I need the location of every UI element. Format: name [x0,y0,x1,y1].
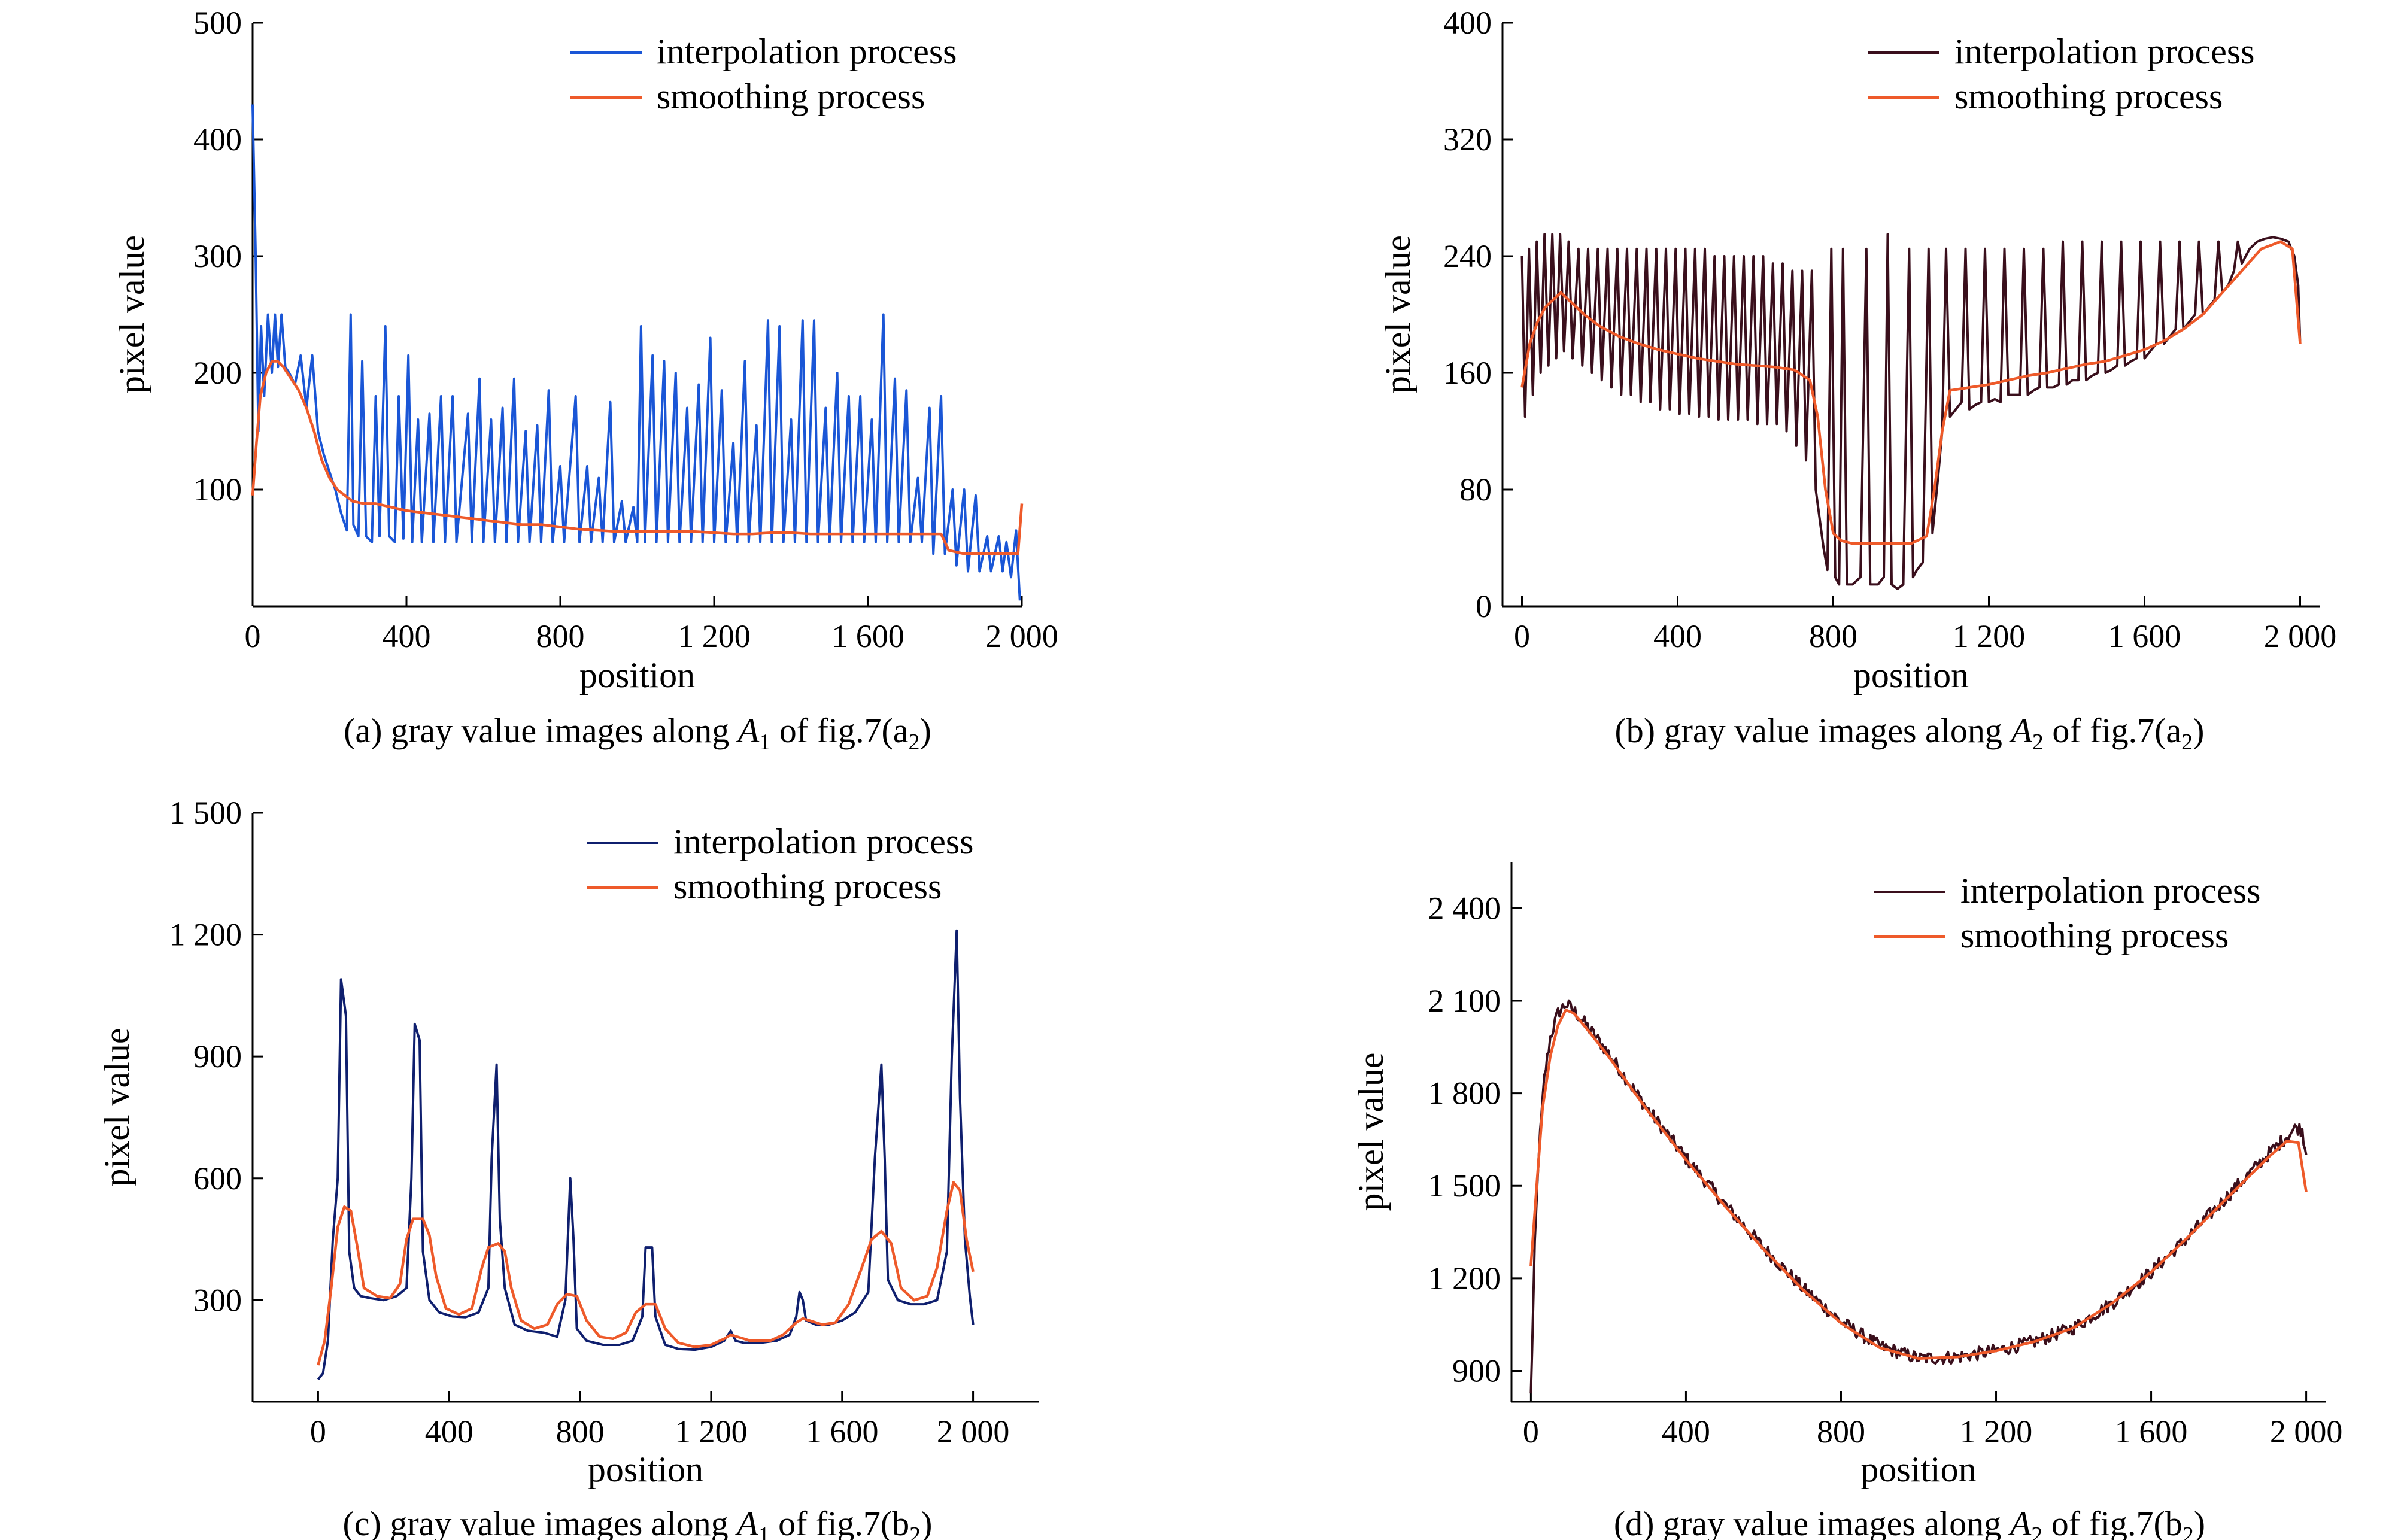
x-tick-label: 2 000 [2264,618,2337,654]
legend-label: smoothing process [1954,77,2223,116]
x-tick-label: 400 [1653,618,1702,654]
y-tick-label: 320 [1443,122,1492,157]
legend-label: interpolation process [673,822,974,861]
series-line-interpolation [1520,233,2302,590]
x-tick-label: 800 [556,1414,605,1450]
series-line-interpolation [317,929,975,1380]
panel-caption: (a) gray value images along A1 of fig.7(… [344,711,931,755]
y-tick-label: 400 [1443,5,1492,41]
y-tick-label: 240 [1443,238,1492,274]
y-tick-label: 900 [193,1038,242,1074]
x-tick-label: 0 [245,618,261,654]
x-axis-label: position [579,655,695,695]
x-tick-label: 800 [1809,618,1857,654]
series-line-smoothing [1529,1009,2308,1360]
y-tick-label: 1 500 [169,795,242,831]
x-axis-label: position [1853,655,1969,695]
y-tick-label: 80 [1459,472,1492,508]
x-tick-label: 0 [310,1414,326,1450]
x-tick-label: 1 200 [675,1414,748,1450]
y-tick-label: 900 [1452,1353,1501,1389]
legend-label: interpolation process [657,32,957,71]
x-tick-label: 1 200 [1953,618,2026,654]
x-tick-label: 400 [1662,1414,1710,1450]
panel-caption: (b) gray value images along A2 of fig.7(… [1614,711,2204,755]
y-tick-label: 2 100 [1428,983,1501,1019]
chart-panel-c: 0 400 800 1 200 1 600 2 000 300 600 900 1 200 1 50… [97,795,1039,1540]
x-tick-label: 2 000 [2270,1414,2343,1450]
x-tick-label: 1 200 [1960,1414,2033,1450]
x-tick-label: 0 [1514,618,1530,654]
x-tick-label: 1 600 [2108,618,2181,654]
y-tick-label: 160 [1443,355,1492,391]
y-tick-label: 300 [193,238,242,274]
legend-label: interpolation process [1960,871,2261,910]
panel-caption: (c) gray value images along A1 of fig.7(… [342,1504,932,1540]
chart-panel-a: 0 400 800 1 200 1 600 2 000 100 200 300 400 500 pos… [112,5,1058,755]
y-tick-label: 300 [193,1282,242,1318]
series-line-interpolation [1529,999,2308,1394]
y-tick-label: 600 [193,1161,242,1196]
y-tick-label: 100 [193,472,242,508]
legend-label: interpolation process [1954,32,2255,71]
legend-label: smoothing process [1960,916,2229,955]
legend-label: smoothing process [673,867,942,906]
y-tick-label: 0 [1476,588,1492,624]
series-line-interpolation [251,104,1021,601]
x-tick-label: 1 600 [831,618,904,654]
x-tick-label: 400 [425,1414,473,1450]
chart-panel-b: 0 400 800 1 200 1 600 2 000 0 80 160 240 320 400 pos… [1378,5,2336,755]
y-tick-label: 400 [193,122,242,157]
x-tick-label: 800 [536,618,585,654]
y-axis-label: pixel value [1351,1053,1391,1211]
y-axis-label: pixel value [97,1028,136,1187]
chart-panel-d: 0 400 800 1 200 1 600 2 000 900 1 200 1 500 1 800… [1351,862,2342,1540]
legend-label: smoothing process [657,77,925,116]
y-tick-label: 500 [193,5,242,41]
x-tick-label: 2 000 [937,1414,1010,1450]
x-tick-label: 1 200 [678,618,751,654]
x-tick-label: 0 [1523,1414,1539,1450]
y-tick-label: 200 [193,355,242,391]
y-tick-label: 2 400 [1428,890,1501,926]
x-tick-label: 2 000 [985,618,1058,654]
x-axis-label: position [588,1450,703,1489]
x-tick-label: 1 600 [806,1414,879,1450]
panel-caption: (d) gray value images along A2 of fig.7(… [1614,1504,2205,1540]
y-axis-label: pixel value [1378,235,1417,394]
x-tick-label: 800 [1817,1414,1865,1450]
y-axis-label: pixel value [112,235,151,394]
x-tick-label: 400 [383,618,431,654]
series-line-smoothing [251,360,1024,555]
y-tick-label: 1 800 [1428,1076,1501,1111]
x-tick-label: 1 600 [2115,1414,2188,1450]
y-tick-label: 1 500 [1428,1168,1501,1204]
series-line-smoothing [317,1181,975,1366]
series-line-smoothing [1520,240,2302,545]
y-tick-label: 1 200 [1428,1260,1501,1296]
x-axis-label: position [1860,1450,1976,1489]
y-tick-label: 1 200 [169,917,242,953]
